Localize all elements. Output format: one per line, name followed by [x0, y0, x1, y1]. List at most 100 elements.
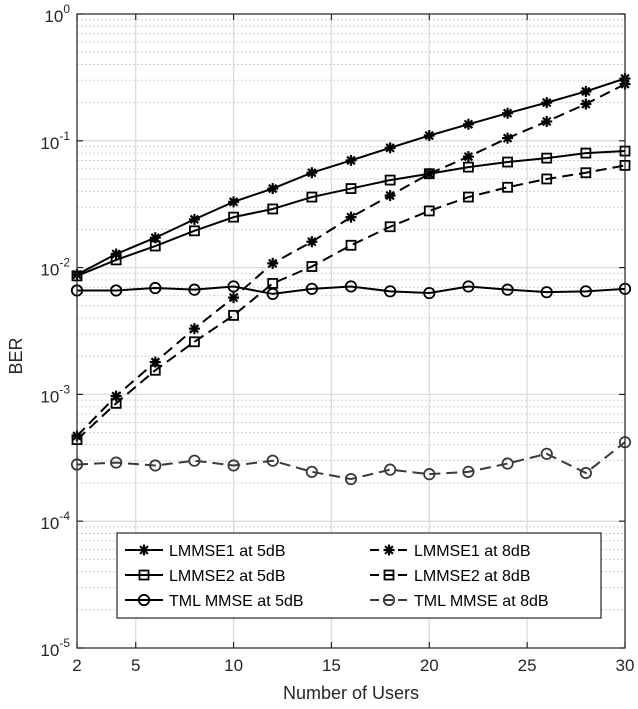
data-point [149, 232, 161, 244]
data-point [188, 283, 201, 296]
data-point [462, 151, 474, 163]
plot-frame [76, 13, 626, 649]
data-point [266, 454, 279, 467]
data-point [267, 257, 279, 269]
data-point [306, 261, 318, 272]
data-point [580, 85, 592, 97]
data-point [502, 181, 513, 193]
data-point [149, 240, 161, 252]
legend-entry: LMMSE1 at 8dB [370, 543, 531, 560]
x-tick-label: 30 [616, 656, 635, 675]
data-point [267, 278, 279, 289]
data-point [188, 454, 201, 467]
data-point [423, 286, 436, 300]
data-point [149, 459, 162, 472]
data-point [267, 183, 279, 195]
y-tick-label: 10-5 [40, 636, 70, 660]
legend-entry: LMMSE1 at 5dB [125, 543, 286, 560]
legend-label: LMMSE2 at 5dB [169, 568, 286, 585]
legend-marker [383, 569, 395, 581]
legend-label: LMMSE1 at 5dB [169, 543, 286, 560]
data-point [110, 254, 122, 266]
data-point [463, 161, 474, 173]
data-point [149, 364, 161, 376]
data-point [384, 142, 396, 154]
data-point [228, 211, 239, 223]
legend-marker [382, 593, 396, 607]
data-point [228, 309, 239, 321]
data-point [110, 456, 123, 469]
data-point [540, 447, 553, 460]
legend-label: LMMSE2 at 8dB [414, 568, 531, 585]
series-6 [70, 436, 632, 486]
legend-entry: TML MMSE at 5dB [125, 593, 304, 610]
data-point [306, 236, 318, 248]
data-point [305, 465, 318, 478]
legend-marker [137, 593, 151, 607]
series-3 [70, 280, 632, 301]
legend-label: TML MMSE at 8dB [414, 593, 549, 610]
data-point [345, 154, 357, 166]
data-point [579, 466, 592, 480]
data-point [110, 397, 122, 409]
data-point [541, 115, 553, 127]
legend-entry: TML MMSE at 8dB [370, 593, 549, 610]
data-point [384, 221, 396, 233]
data-point [540, 286, 553, 299]
data-point [462, 118, 474, 130]
data-point [384, 285, 397, 298]
legend-label: LMMSE1 at 8dB [414, 543, 531, 560]
data-point [345, 211, 357, 223]
data-point [344, 280, 358, 293]
data-point [423, 168, 435, 180]
series-line [76, 164, 626, 441]
y-tick-label: 10-2 [40, 256, 70, 280]
data-point [580, 167, 592, 179]
legend-entry: LMMSE2 at 8dB [370, 568, 531, 585]
legend-entry: LMMSE2 at 5dB [125, 568, 286, 585]
data-point [306, 191, 318, 203]
y-tick-label: 10-1 [40, 129, 70, 153]
legend-marker [138, 569, 150, 581]
data-point [423, 205, 435, 217]
data-point [149, 356, 161, 368]
data-point [189, 336, 200, 348]
data-point [110, 248, 122, 260]
y-tick-label: 100 [44, 2, 70, 26]
legend-label: TML MMSE at 5dB [169, 593, 304, 610]
series-5 [71, 159, 631, 446]
x-tick-label: 5 [131, 656, 140, 675]
data-point [305, 282, 318, 295]
legend-marker [383, 544, 395, 556]
data-point [501, 283, 514, 296]
legend-marker [138, 544, 150, 556]
legend-box [116, 532, 602, 619]
data-point [541, 97, 553, 109]
data-point [502, 107, 514, 119]
y-axis-label: BER [6, 337, 26, 374]
y-tick-label: 10-3 [40, 382, 70, 406]
series-line [77, 285, 626, 295]
legend: LMMSE1 at 5dB LMMSE2 at 5dB TML MMSE at 5d… [116, 532, 602, 619]
data-point [189, 225, 200, 237]
data-point [423, 468, 436, 481]
data-point [227, 459, 240, 472]
data-point [188, 323, 200, 335]
x-tick-label: 15 [322, 656, 341, 675]
data-point [228, 292, 240, 304]
data-point [501, 457, 514, 470]
data-point [344, 472, 358, 486]
x-tick-label: 2 [72, 656, 81, 675]
series-line [76, 441, 626, 481]
data-point [110, 284, 123, 297]
data-point [345, 239, 357, 251]
data-point [306, 167, 318, 179]
data-point [462, 280, 475, 293]
data-point [423, 130, 435, 142]
data-point [345, 183, 357, 194]
data-point [188, 213, 200, 225]
data-point [463, 191, 474, 203]
data-point [228, 196, 240, 208]
